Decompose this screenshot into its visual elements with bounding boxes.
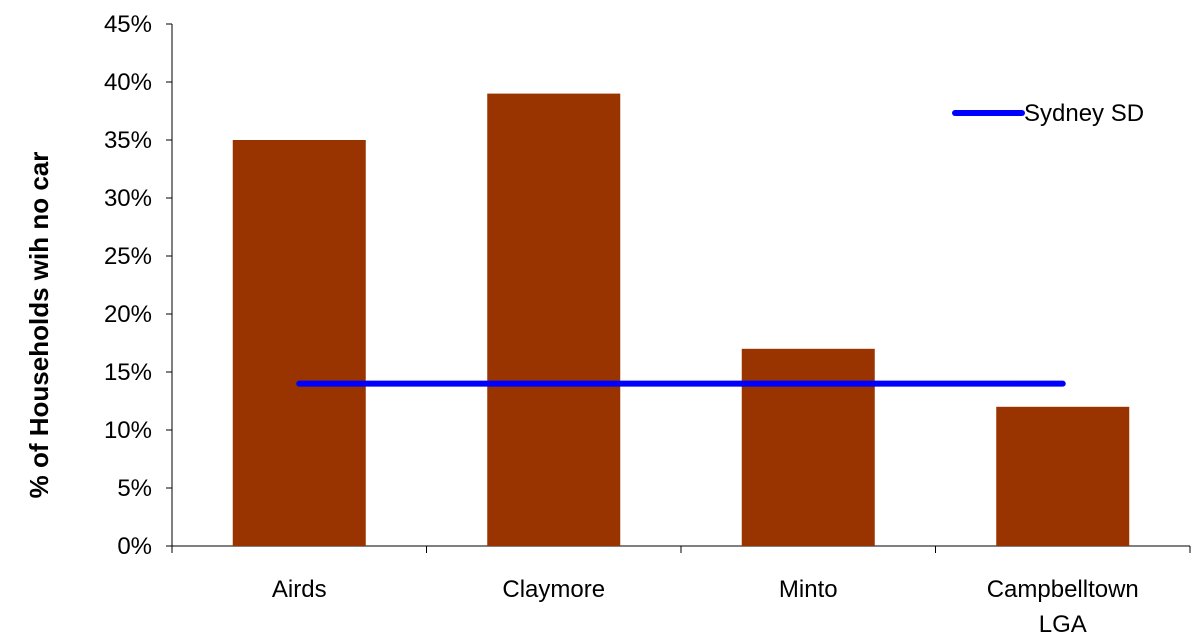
legend: Sydney SD bbox=[952, 100, 1144, 127]
x-tick-label: Airds bbox=[272, 576, 327, 603]
y-tick-label: 25% bbox=[104, 243, 152, 270]
x-tick-label-line: Minto bbox=[779, 576, 838, 603]
bar bbox=[741, 348, 875, 546]
x-tick-label-line: Claymore bbox=[502, 576, 605, 603]
x-tick-label: Campbelltown LGA bbox=[987, 576, 1139, 638]
bar bbox=[487, 93, 621, 546]
x-tick-label: Minto bbox=[779, 576, 838, 603]
y-tick-label: 40% bbox=[104, 69, 152, 96]
bar bbox=[232, 140, 366, 546]
x-tick-label: Claymore bbox=[502, 576, 605, 603]
y-tick-label: 10% bbox=[104, 417, 152, 444]
y-axis: 0% 5% 10% 15% 20% 25% 30% 35% 40% 45% bbox=[104, 11, 173, 560]
y-axis-title: % of Households wih no car bbox=[24, 152, 54, 499]
y-tick-label: 5% bbox=[117, 475, 152, 502]
bars bbox=[232, 93, 1130, 546]
x-tick-label-line: LGA bbox=[1039, 611, 1087, 638]
x-tick-label-line: Airds bbox=[272, 576, 327, 603]
y-tick-label: 15% bbox=[104, 359, 152, 386]
legend-label: Sydney SD bbox=[1024, 100, 1144, 127]
y-tick-label: 30% bbox=[104, 185, 152, 212]
y-tick-label: 35% bbox=[104, 127, 152, 154]
y-tick-label: 0% bbox=[117, 533, 152, 560]
bar bbox=[996, 406, 1130, 546]
y-tick-label: 20% bbox=[104, 301, 152, 328]
y-tick-label: 45% bbox=[104, 11, 152, 38]
x-axis: Airds Claymore Minto Campbelltown LGA bbox=[171, 545, 1191, 638]
x-tick-label-line: Campbelltown bbox=[987, 576, 1139, 603]
